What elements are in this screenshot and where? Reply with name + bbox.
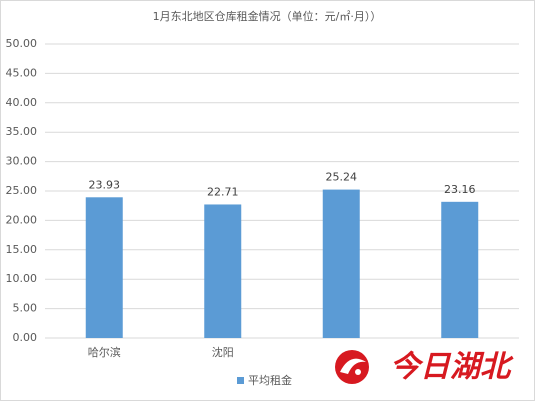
data-label: 23.16 bbox=[444, 183, 476, 196]
chart-title: 1月东北地区仓库租金情况（单位：元/㎡·月）） bbox=[153, 9, 382, 23]
data-label: 25.24 bbox=[326, 171, 358, 184]
data-label: 22.71 bbox=[207, 185, 239, 198]
y-tick-label: 15.00 bbox=[6, 243, 38, 256]
legend-swatch bbox=[237, 377, 244, 384]
y-tick-label: 10.00 bbox=[6, 272, 38, 285]
y-tick-label: 20.00 bbox=[6, 213, 38, 226]
y-tick-label: 25.00 bbox=[6, 184, 38, 197]
bar bbox=[85, 197, 123, 338]
y-tick-label: 0.00 bbox=[13, 331, 38, 344]
y-tick-label: 50.00 bbox=[6, 37, 38, 50]
bar bbox=[204, 204, 242, 338]
data-label: 23.93 bbox=[89, 178, 121, 191]
y-tick-label: 45.00 bbox=[6, 66, 38, 79]
y-tick-label: 30.00 bbox=[6, 155, 38, 168]
y-tick-label: 35.00 bbox=[6, 125, 38, 138]
x-tick-label: 沈阳 bbox=[212, 345, 234, 359]
legend-label: 平均租金 bbox=[248, 373, 292, 387]
watermark-logo bbox=[335, 350, 369, 384]
x-tick-label: 哈尔滨 bbox=[88, 345, 121, 359]
bar bbox=[322, 189, 360, 338]
bar bbox=[441, 201, 479, 338]
y-tick-label: 5.00 bbox=[13, 302, 38, 315]
watermark-text: 今日湖北 bbox=[390, 350, 514, 385]
y-tick-label: 40.00 bbox=[6, 96, 38, 109]
